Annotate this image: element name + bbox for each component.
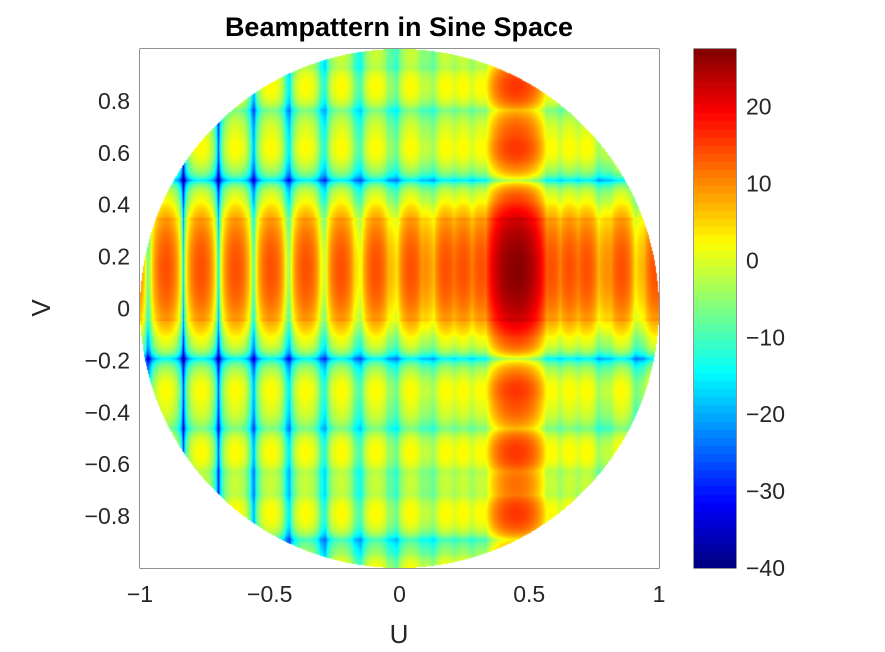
y-tick-label: −0.8 [85, 503, 130, 529]
colorbar-tick-label: 0 [746, 247, 759, 273]
colorbar-tick-label: 20 [746, 94, 772, 120]
y-tick-label: −0.2 [85, 347, 130, 373]
x-tick-label: 0.5 [513, 581, 545, 607]
x-axis-label: U [390, 619, 409, 649]
colorbar-tick-label: −10 [746, 324, 785, 350]
x-tick-label: 1 [653, 581, 666, 607]
colorbar-tick-label: 10 [746, 171, 772, 197]
colorbar-tick-label: −40 [746, 555, 785, 581]
x-tick-label: −0.5 [247, 581, 292, 607]
y-tick-label: 0.2 [98, 244, 130, 270]
colorbar-ticks: −40 −30 −20 −10 0 10 20 [694, 94, 785, 581]
y-tick-label: 0.8 [98, 88, 130, 114]
chart-title: Beampattern in Sine Space [225, 12, 573, 42]
beampattern-heatmap [140, 49, 659, 568]
colorbar-tick-label: −30 [746, 478, 785, 504]
y-tick-label: 0 [117, 296, 130, 322]
y-axis-ticks: −0.8 −0.6 −0.4 −0.2 0 0.2 0.4 0.6 0.8 [85, 88, 659, 529]
y-tick-label: 0.6 [98, 140, 130, 166]
x-axis-ticks: −1 −0.5 0 0.5 1 [127, 49, 666, 607]
y-axis-label: V [26, 299, 56, 317]
y-tick-label: 0.4 [98, 192, 130, 218]
y-tick-label: −0.4 [85, 399, 131, 425]
x-tick-label: 0 [393, 581, 406, 607]
x-tick-label: −1 [127, 581, 153, 607]
colorbar-tick-label: −20 [746, 401, 785, 427]
y-tick-label: −0.6 [85, 451, 130, 477]
colorbar-gradient [694, 49, 736, 568]
